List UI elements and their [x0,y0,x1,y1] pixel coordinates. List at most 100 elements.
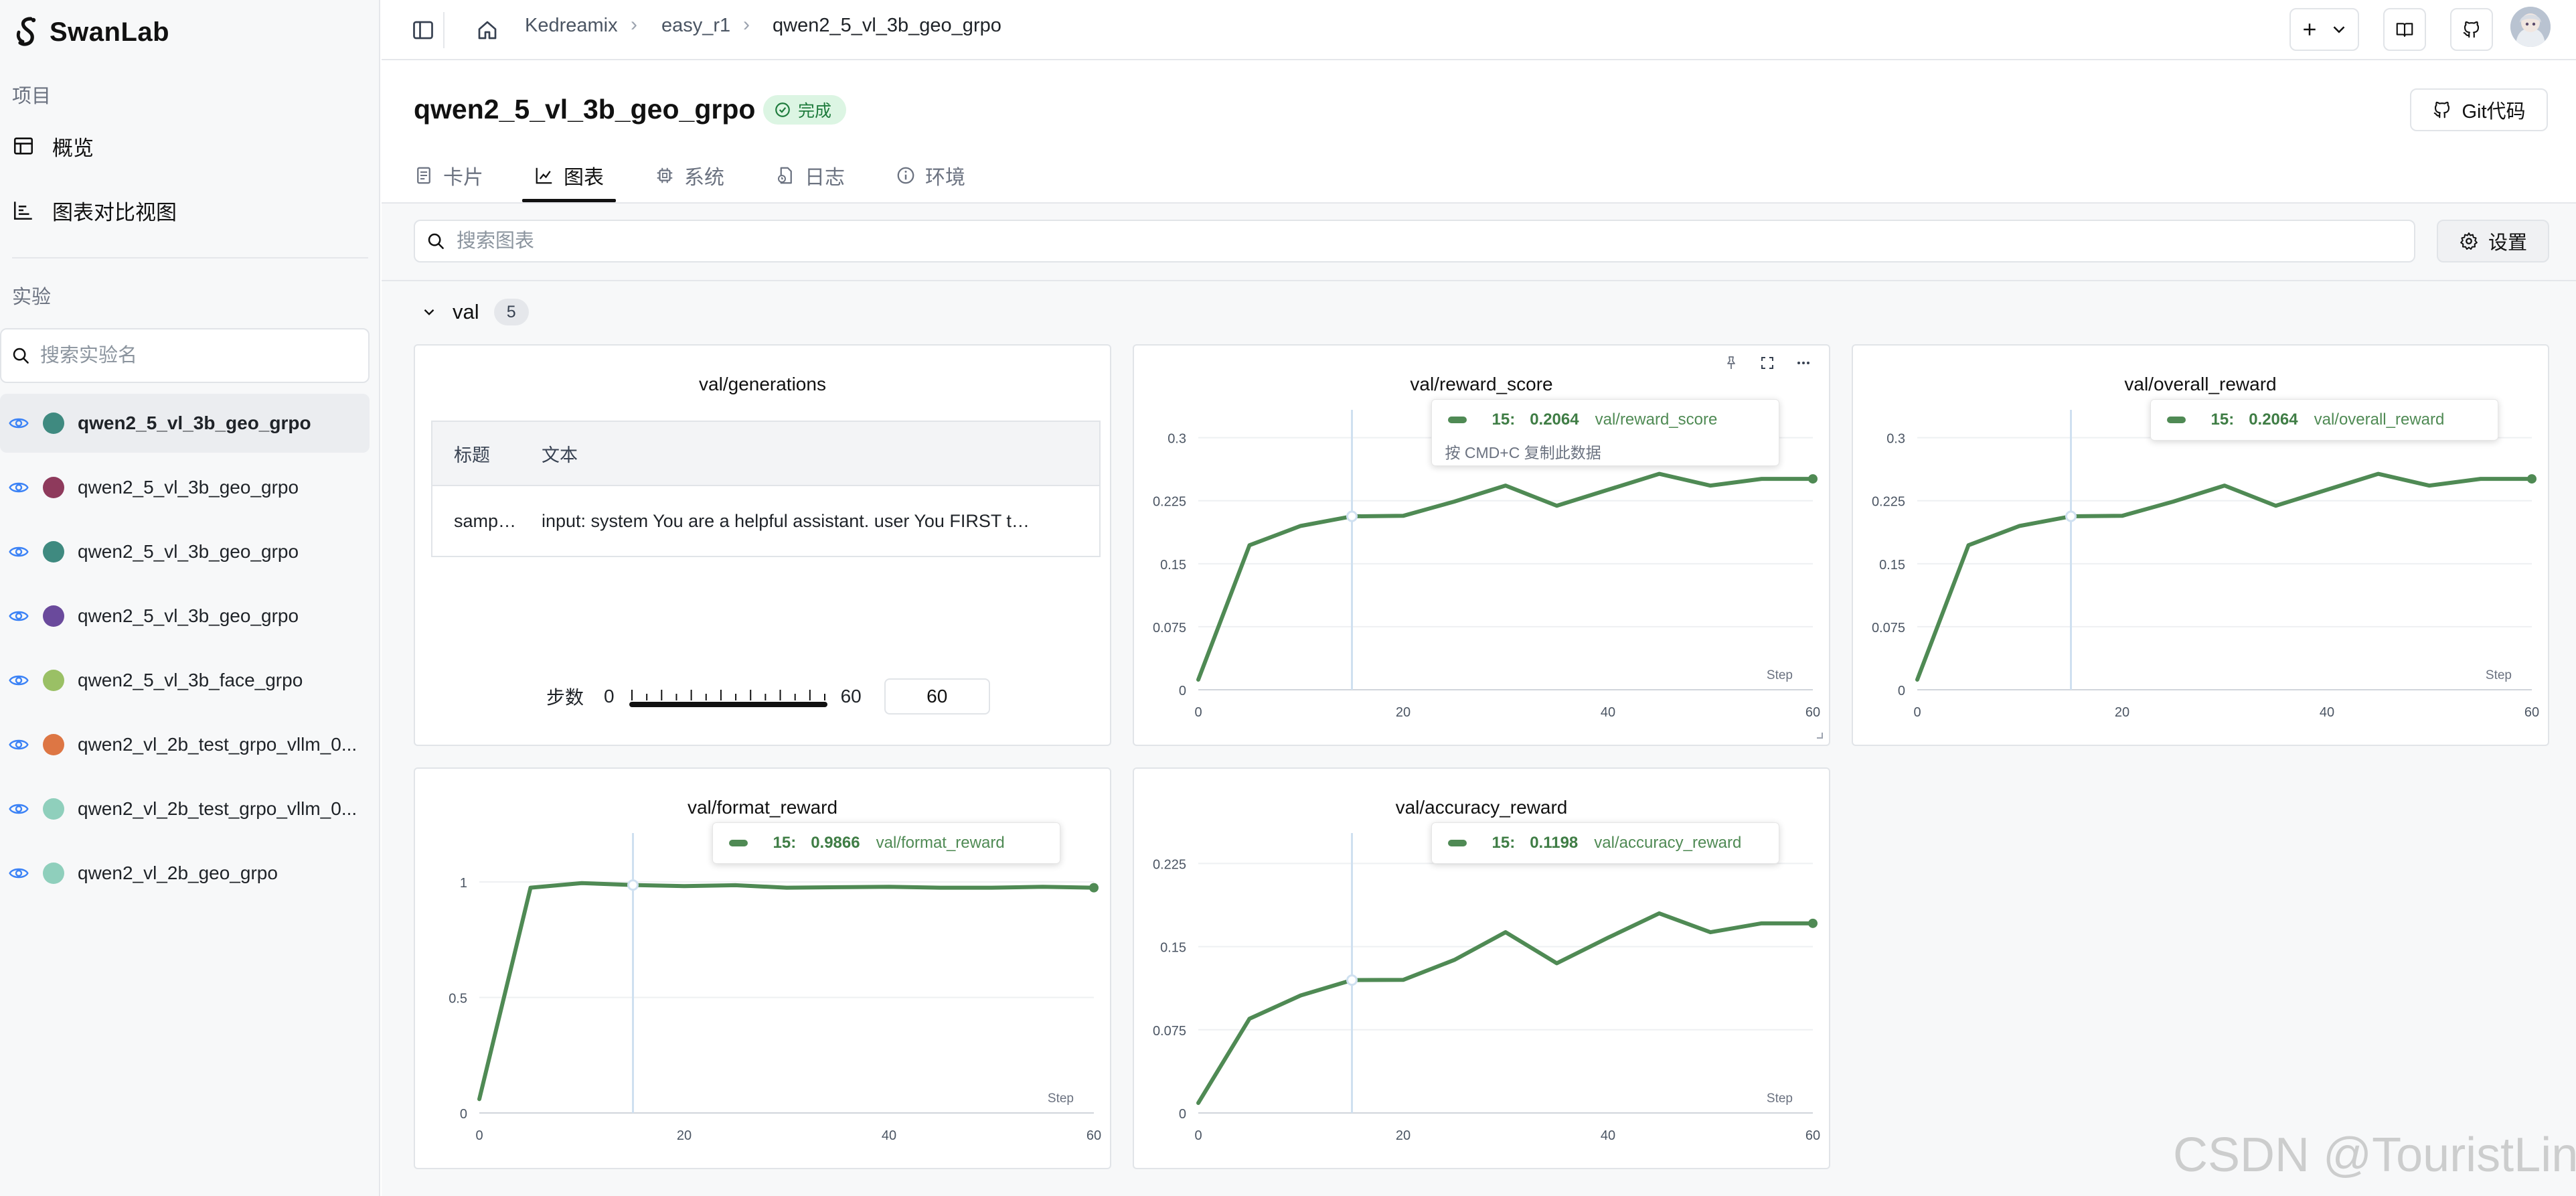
chevron-right-icon: › [743,13,750,35]
series-line[interactable] [1196,471,1815,682]
create-button[interactable] [2289,8,2359,51]
series-swatch [1447,417,1467,423]
chart-group-header[interactable]: val 5 [420,297,529,327]
eye-icon[interactable] [8,734,29,755]
experiment-color-dot[interactable] [43,605,64,627]
swanlab-logo-icon [16,17,36,46]
user-avatar[interactable] [2510,7,2551,47]
experiment-color-dot[interactable] [43,541,64,563]
experiment-color-dot[interactable] [43,863,64,884]
experiment-name: qwen2_5_vl_3b_geo_grpo [78,413,311,433]
step-input[interactable] [884,678,990,715]
pin-icon[interactable] [1723,355,1739,371]
y-tick-label: 0.075 [1153,621,1186,636]
column-header-text: 文本 [542,421,1100,486]
breadcrumb-run[interactable]: qwen2_5_vl_3b_geo_grpo [773,15,1001,36]
y-tick-label: 0.225 [1872,495,1905,510]
x-tick-label: 20 [2115,705,2129,720]
x-tick-label: 20 [1396,1128,1411,1143]
chevron-down-icon [2333,26,2345,33]
chart-panel-reward-score[interactable]: val/reward_score 0 0.075 0.15 0.225 0.3 0 20 40… [1133,344,1830,746]
experiment-color-dot[interactable] [43,734,64,755]
app-name: SwanLab [50,17,170,47]
sidebar-toggle-button[interactable] [406,13,440,48]
app-logo[interactable]: SwanLab [13,15,169,50]
chart-search[interactable] [414,220,2415,263]
tab-label: 系统 [684,167,724,189]
fullscreen-icon[interactable] [1759,355,1775,371]
chart-panel-accuracy-reward[interactable]: val/accuracy_reward 0 0.075 0.15 0.225 0 20 40… [1133,767,1830,1169]
tabs-divider [382,202,2576,204]
home-button[interactable] [470,13,505,48]
experiment-item[interactable]: qwen2_5_vl_3b_face_grpo [0,651,370,710]
toolbar-divider [382,280,2576,281]
chart-panel-format-reward[interactable]: val/format_reward 0 0.5 1 0 20 40 60 Step 15: 0.… [414,767,1111,1169]
panel-title: val/format_reward [687,797,838,818]
tab-charts[interactable]: 图表 [522,149,616,202]
git-code-button[interactable]: Git代码 [2410,88,2548,131]
experiment-item[interactable]: qwen2_5_vl_3b_geo_grpo [0,522,370,581]
eye-icon[interactable] [8,477,29,498]
table-header-row: 标题 文本 [432,421,1100,486]
step-slider[interactable] [629,683,827,710]
github-icon [2434,101,2450,119]
eye-icon[interactable] [8,670,29,691]
tooltip-row: 15: 0.9866 val/format_reward [713,823,1060,863]
experiment-name: qwen2_vl_2b_test_grpo_vllm_0... [78,734,357,755]
series-line[interactable] [1915,471,2534,682]
tab-cards[interactable]: 卡片 [414,149,483,202]
x-axis-label: Step [1767,668,1793,682]
series-swatch [1447,840,1467,846]
sidebar-item-chart-compare[interactable]: 图表对比视图 [12,190,177,230]
experiment-color-dot[interactable] [43,670,64,691]
hover-point [627,879,639,891]
experiment-item[interactable]: qwen2_5_vl_3b_geo_grpo [0,394,370,453]
experiment-color-dot[interactable] [43,798,64,820]
step-label: 步数 [546,687,584,708]
settings-button[interactable]: 设置 [2437,220,2549,263]
y-tick-label: 0 [1179,684,1186,698]
chart-plot[interactable]: 0 0.5 1 0 20 40 60 Step [415,769,1113,1171]
experiment-search-input[interactable] [40,344,361,367]
series-line[interactable] [477,881,1096,1102]
docs-button[interactable] [2383,8,2426,51]
experiment-color-dot[interactable] [43,413,64,434]
breadcrumb-workspace[interactable]: Kedreamix [525,15,618,36]
resize-handle-icon[interactable] [1814,730,1824,739]
experiment-item[interactable]: qwen2_vl_2b_test_grpo_vllm_0... [0,715,370,774]
experiment-item[interactable]: qwen2_vl_2b_geo_grpo [0,844,370,903]
x-tick-label: 20 [677,1128,692,1143]
tooltip-step: 15: [773,834,797,852]
experiment-search[interactable] [0,328,370,383]
tab-logs[interactable]: 日志 [775,149,845,202]
sidebar-item-overview[interactable]: 概览 [12,126,94,166]
tooltip-series-name: val/format_reward [876,834,1005,852]
chart-plot[interactable]: 0 0.075 0.15 0.225 0.3 0 20 40 60 Step [1134,346,1832,747]
experiment-item[interactable]: qwen2_5_vl_3b_geo_grpo [0,587,370,646]
experiment-color-dot[interactable] [43,477,64,498]
tab-label: 环境 [925,167,965,189]
experiment-item[interactable]: qwen2_vl_2b_test_grpo_vllm_0... [0,779,370,838]
eye-icon[interactable] [8,413,29,434]
cell-text: input: system You are a helpful assistan… [542,510,1030,531]
chart-search-input[interactable] [457,230,2398,252]
tab-label: 卡片 [443,167,483,189]
slider-track[interactable] [629,702,827,707]
eye-icon[interactable] [8,798,29,820]
eye-icon[interactable] [8,863,29,884]
tab-system[interactable]: 系统 [655,149,724,202]
y-tick-label: 0.3 [1886,432,1905,447]
chart-panel-overall-reward[interactable]: val/overall_reward 0 0.075 0.15 0.225 0.3 0 20… [1852,344,2549,746]
experiment-item[interactable]: qwen2_5_vl_3b_geo_grpo [0,458,370,517]
y-tick-label: 1 [460,876,467,891]
breadcrumb-project[interactable]: easy_r1 [661,15,731,36]
y-tick-label: 0.15 [1160,941,1186,956]
eye-icon[interactable] [8,605,29,627]
tooltip-series-name: val/reward_score [1595,410,1718,429]
tab-environment[interactable]: 环境 [896,149,965,202]
series-line[interactable] [1196,911,1815,1106]
eye-icon[interactable] [8,541,29,563]
table-row[interactable]: samp… input: system You are a helpful as… [432,485,1100,556]
more-icon[interactable] [1795,355,1812,371]
github-button[interactable] [2450,8,2493,51]
